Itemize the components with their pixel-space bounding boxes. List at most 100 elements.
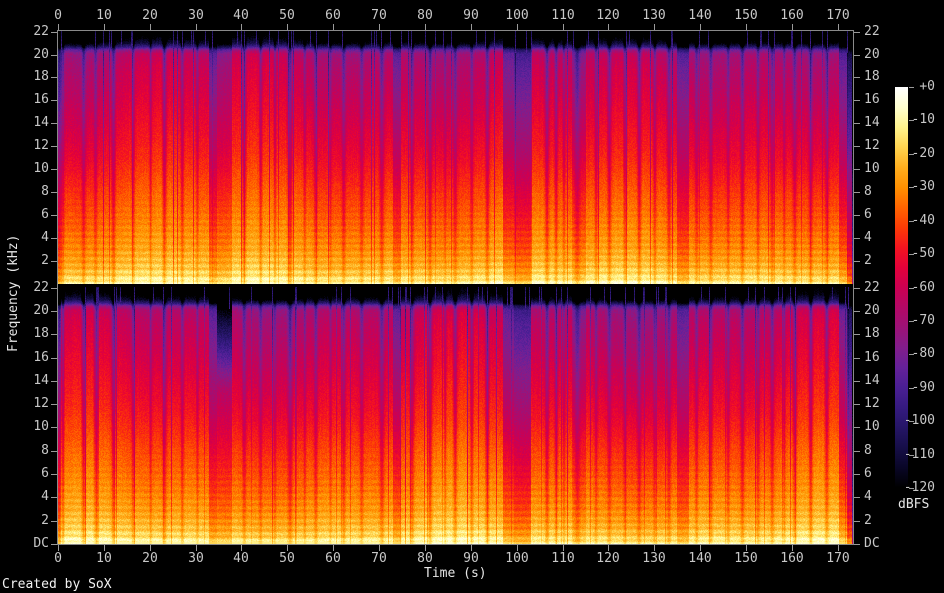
- freq-tick-label: 22: [33, 24, 49, 39]
- freq-tick-mark: [854, 100, 860, 101]
- freq-tick-label: 20: [33, 303, 49, 318]
- freq-tick-label: 20: [33, 47, 49, 62]
- freq-tick-mark: [854, 474, 860, 475]
- freq-tick-mark: [51, 238, 57, 239]
- time-tick-label: 140: [688, 551, 712, 566]
- time-tick-label: 30: [188, 8, 204, 23]
- time-tick-label: 50: [279, 551, 295, 566]
- freq-tick-mark: [854, 192, 860, 193]
- freq-tick-mark: [51, 474, 57, 475]
- colorbar-tick-mark: [909, 120, 914, 121]
- freq-tick-mark: [854, 381, 860, 382]
- time-tick-mark: [287, 24, 288, 30]
- time-tick-label: 120: [596, 8, 620, 23]
- freq-tick-mark: [854, 497, 860, 498]
- freq-tick-label: 16: [864, 350, 880, 365]
- freq-tick-label: DC: [864, 536, 880, 551]
- time-tick-mark: [608, 24, 609, 30]
- freq-tick-label: 8: [41, 184, 49, 199]
- time-tick-mark: [746, 24, 747, 30]
- freq-tick-label: 8: [864, 443, 872, 458]
- time-tick-mark: [58, 24, 59, 30]
- frequency-axis-label: Frequency (kHz): [6, 234, 21, 352]
- time-tick-mark: [838, 545, 839, 551]
- time-tick-label: 0: [54, 8, 62, 23]
- freq-tick-label: 6: [41, 466, 49, 481]
- freq-tick-mark: [51, 123, 57, 124]
- time-tick-mark: [333, 24, 334, 30]
- time-tick-mark: [563, 545, 564, 551]
- time-tick-mark: [425, 545, 426, 551]
- freq-tick-label: 12: [864, 138, 880, 153]
- freq-tick-label: 10: [864, 419, 880, 434]
- freq-tick-label: 16: [33, 92, 49, 107]
- freq-tick-label: 8: [864, 184, 872, 199]
- freq-tick-mark: [51, 77, 57, 78]
- time-tick-label: 70: [371, 551, 387, 566]
- time-tick-mark: [471, 24, 472, 30]
- freq-tick-mark: [51, 497, 57, 498]
- time-axis-label: Time (s): [424, 566, 487, 581]
- time-tick-mark: [792, 545, 793, 551]
- freq-tick-label: 2: [864, 253, 872, 268]
- freq-axis-left-line: [57, 30, 58, 545]
- time-tick-label: 160: [780, 8, 804, 23]
- freq-tick-mark: [51, 451, 57, 452]
- freq-tick-mark: [51, 334, 57, 335]
- freq-tick-label: 18: [33, 326, 49, 341]
- freq-tick-mark: [854, 358, 860, 359]
- freq-tick-mark: [51, 146, 57, 147]
- time-tick-mark: [379, 545, 380, 551]
- freq-tick-mark: [854, 288, 860, 289]
- freq-tick-mark: [51, 169, 57, 170]
- time-tick-mark: [792, 24, 793, 30]
- time-tick-mark: [104, 24, 105, 30]
- freq-tick-mark: [51, 215, 57, 216]
- freq-tick-mark: [854, 123, 860, 124]
- time-tick-label: 20: [142, 551, 158, 566]
- time-tick-label: 170: [826, 8, 850, 23]
- freq-tick-mark: [854, 146, 860, 147]
- freq-tick-label: DC: [33, 536, 49, 551]
- time-tick-mark: [379, 24, 380, 30]
- colorbar-tick-mark: [909, 154, 914, 155]
- colorbar-tick-mark: [909, 254, 914, 255]
- freq-tick-label: 16: [33, 350, 49, 365]
- freq-tick-label: 6: [864, 466, 872, 481]
- time-tick-label: 20: [142, 8, 158, 23]
- freq-tick-label: 12: [864, 396, 880, 411]
- time-tick-mark: [425, 24, 426, 30]
- time-tick-label: 150: [734, 551, 758, 566]
- freq-tick-label: 22: [864, 280, 880, 295]
- colorbar-tick-label: -50: [911, 246, 935, 261]
- freq-tick-mark: [51, 100, 57, 101]
- time-tick-label: 60: [325, 8, 341, 23]
- time-tick-mark: [287, 545, 288, 551]
- freq-tick-label: 2: [41, 253, 49, 268]
- time-tick-label: 130: [642, 8, 666, 23]
- time-tick-label: 80: [417, 551, 433, 566]
- freq-tick-mark: [854, 261, 860, 262]
- footer-credit: Created by SoX: [2, 577, 112, 592]
- freq-tick-mark: [51, 427, 57, 428]
- colorbar-tick-label: -100: [903, 413, 935, 428]
- freq-tick-label: 22: [864, 24, 880, 39]
- freq-tick-label: 20: [864, 303, 880, 318]
- colorbar-tick-label: -30: [911, 179, 935, 194]
- freq-tick-label: 4: [864, 489, 872, 504]
- time-tick-label: 100: [505, 551, 529, 566]
- freq-tick-mark: [51, 32, 57, 33]
- freq-axis-right-line: [853, 30, 854, 545]
- freq-tick-mark: [51, 288, 57, 289]
- time-tick-label: 120: [596, 551, 620, 566]
- freq-tick-label: 10: [33, 419, 49, 434]
- colorbar-tick-label: +0: [919, 79, 935, 94]
- time-tick-label: 60: [325, 551, 341, 566]
- freq-tick-mark: [854, 32, 860, 33]
- freq-tick-label: 16: [864, 92, 880, 107]
- freq-tick-label: 12: [33, 138, 49, 153]
- time-tick-mark: [608, 545, 609, 551]
- time-tick-mark: [104, 545, 105, 551]
- freq-tick-label: 10: [33, 161, 49, 176]
- time-tick-label: 40: [233, 551, 249, 566]
